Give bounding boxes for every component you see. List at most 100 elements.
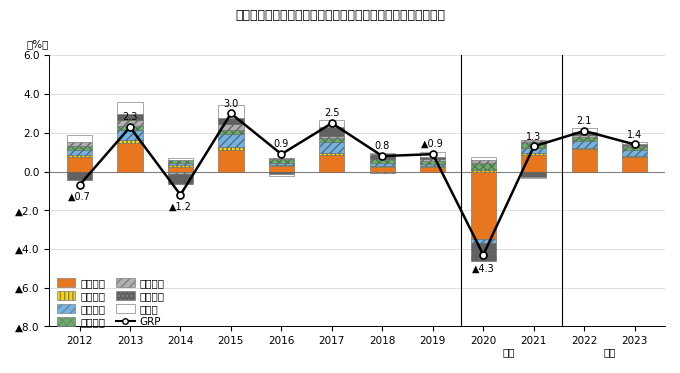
Bar [420, 159, 445, 160]
Bar [521, 155, 547, 172]
Bar [420, 166, 445, 167]
Bar [521, 148, 547, 153]
Bar [521, 153, 547, 155]
Bar [67, 142, 92, 146]
Bar [319, 153, 345, 155]
Text: 1.4: 1.4 [627, 130, 643, 140]
Bar [168, 167, 193, 172]
Text: 0.8: 0.8 [375, 141, 390, 151]
Bar [521, 142, 547, 148]
Text: 予測: 予測 [603, 347, 615, 357]
Bar [168, 172, 193, 174]
Bar [269, 174, 294, 176]
Bar [521, 177, 547, 178]
Bar [118, 144, 143, 172]
Bar [218, 105, 243, 118]
Bar [67, 135, 92, 142]
Bar [622, 150, 647, 156]
Text: 1.3: 1.3 [526, 132, 541, 142]
Bar [67, 157, 92, 172]
Bar [370, 166, 395, 167]
Bar [218, 134, 243, 147]
Bar [572, 141, 597, 148]
Bar [269, 159, 294, 163]
Bar [572, 128, 597, 132]
Bar [420, 167, 445, 172]
Bar [471, 170, 496, 172]
Bar [471, 172, 496, 239]
Bar [168, 174, 193, 184]
Text: ▲1.2: ▲1.2 [169, 201, 192, 211]
Bar [67, 172, 92, 180]
Bar [218, 129, 243, 134]
Bar [118, 120, 143, 126]
Bar [622, 142, 647, 144]
Bar [420, 164, 445, 166]
Bar [622, 156, 647, 157]
Bar [218, 147, 243, 150]
Bar [319, 142, 345, 153]
Bar [370, 172, 395, 173]
Bar [269, 166, 294, 172]
Text: 2.5: 2.5 [324, 108, 339, 118]
Bar [622, 157, 647, 172]
Bar [319, 128, 345, 135]
Bar [622, 146, 647, 150]
Bar [420, 160, 445, 164]
Bar [168, 158, 193, 160]
Bar [218, 150, 243, 172]
Bar [471, 239, 496, 243]
Bar [168, 160, 193, 163]
Bar [67, 156, 92, 157]
Bar [370, 163, 395, 166]
Bar [572, 149, 597, 172]
Bar [471, 163, 496, 170]
Bar [370, 153, 395, 154]
Bar [622, 145, 647, 146]
Bar [67, 146, 92, 150]
Bar [67, 150, 92, 156]
Bar [572, 132, 597, 135]
Bar [471, 157, 496, 160]
Bar [319, 135, 345, 138]
Text: 0.9: 0.9 [274, 139, 289, 149]
Bar [521, 140, 547, 142]
Bar [420, 152, 445, 157]
Bar [118, 114, 143, 120]
Bar [269, 163, 294, 165]
Bar [420, 157, 445, 159]
Bar [118, 140, 143, 144]
Bar [118, 130, 143, 140]
Bar [118, 126, 143, 130]
Bar [370, 159, 395, 163]
Bar [168, 165, 193, 167]
Bar [118, 102, 143, 114]
Text: ▲0.7: ▲0.7 [68, 192, 91, 202]
Text: 3.0: 3.0 [223, 98, 239, 109]
Bar [572, 135, 597, 137]
Bar [572, 137, 597, 141]
Bar [269, 172, 294, 174]
Bar [370, 154, 395, 159]
Text: ▲0.9: ▲0.9 [422, 139, 444, 149]
Text: 2.3: 2.3 [122, 112, 137, 122]
Bar [319, 138, 345, 142]
Bar [269, 165, 294, 166]
Bar [218, 124, 243, 129]
Legend: 民間消費, 住宅投資, 設備投資, 政府消費, 公共投資, 純移輸出, その他, GRP: 民間消費, 住宅投資, 設備投資, 政府消費, 公共投資, 純移輸出, その他,… [54, 276, 167, 329]
Bar [319, 155, 345, 172]
Bar [572, 148, 597, 149]
Text: 図１　実質経済成長率の需要項目別寄与度（九州、前年度比）: 図１ 実質経済成長率の需要項目別寄与度（九州、前年度比） [235, 9, 445, 22]
Bar [471, 243, 496, 261]
Text: 推計: 推計 [503, 347, 515, 357]
Text: ▲4.3: ▲4.3 [472, 264, 494, 273]
Bar [622, 144, 647, 145]
Bar [521, 172, 547, 177]
Text: （%）: （%） [27, 40, 49, 50]
Bar [370, 167, 395, 172]
Bar [168, 163, 193, 165]
Text: 2.1: 2.1 [577, 116, 592, 126]
Bar [471, 160, 496, 163]
Bar [218, 118, 243, 124]
Bar [319, 120, 345, 128]
